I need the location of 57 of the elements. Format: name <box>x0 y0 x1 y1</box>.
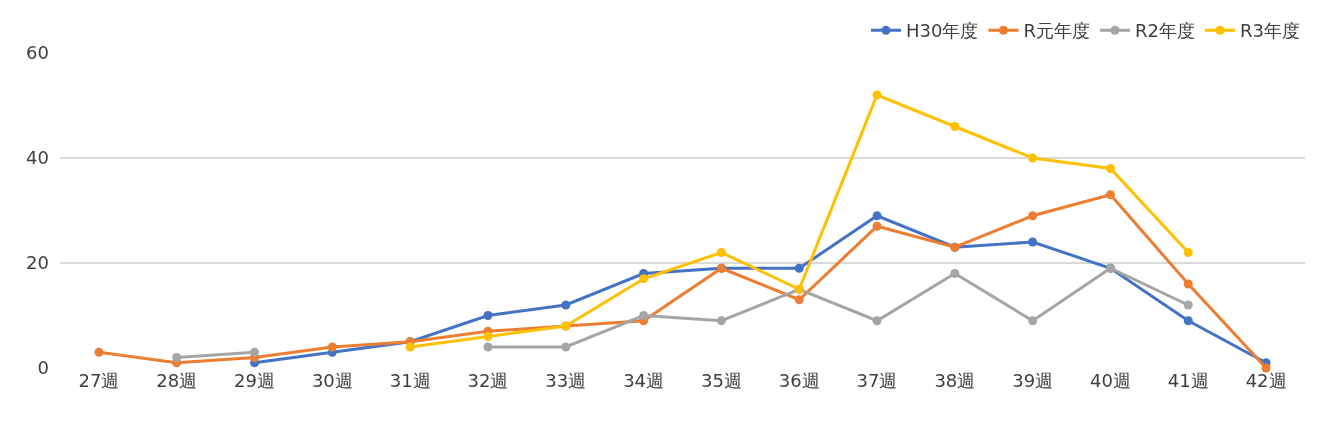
x-tick-label: 39週 <box>1012 370 1054 391</box>
point <box>872 221 882 231</box>
x-tick-label: 30週 <box>311 370 353 391</box>
point <box>1028 211 1038 221</box>
point <box>1183 300 1193 310</box>
point <box>483 332 493 341</box>
x-tick-label: 34週 <box>623 370 665 391</box>
point <box>1183 279 1193 289</box>
x-tick-label: 36週 <box>778 370 820 391</box>
point <box>483 311 493 320</box>
point <box>561 300 571 310</box>
point <box>794 263 804 273</box>
point <box>483 342 493 352</box>
x-tick-label: 42週 <box>1245 370 1287 391</box>
x-tick-label: 29週 <box>234 370 275 391</box>
point <box>1028 153 1038 163</box>
point <box>639 311 649 320</box>
point <box>950 269 960 278</box>
x-tick-label: 38週 <box>934 370 976 391</box>
x-tick-label: 37週 <box>856 370 898 391</box>
point <box>1183 248 1193 257</box>
x-tick-label: 32週 <box>467 370 509 391</box>
point <box>1028 237 1038 247</box>
point <box>716 316 726 326</box>
point <box>1183 316 1193 326</box>
point <box>716 248 726 257</box>
x-tick-label: 31週 <box>389 370 431 391</box>
point <box>872 316 882 326</box>
point <box>1261 363 1271 373</box>
x-tick-label: 27週 <box>78 370 120 391</box>
x-tick-label: 28週 <box>156 370 198 391</box>
point <box>94 347 104 357</box>
point <box>872 211 882 221</box>
x-tick-label: 35週 <box>700 370 742 391</box>
legend-label: R3年度 <box>1239 20 1300 42</box>
y-tick-label: 40 <box>26 147 49 169</box>
point <box>794 295 804 305</box>
point <box>250 347 260 357</box>
point <box>872 90 882 100</box>
y-tick-label: 20 <box>26 252 49 274</box>
point <box>639 274 649 284</box>
point <box>561 342 571 352</box>
x-tick-label: 33週 <box>545 370 587 391</box>
point <box>950 122 960 131</box>
point <box>1105 164 1115 173</box>
y-tick-label: 0 <box>37 357 49 379</box>
point <box>172 353 182 362</box>
x-tick-label: 41週 <box>1167 370 1209 391</box>
point <box>327 342 337 352</box>
x-tick-label: 40週 <box>1090 370 1131 391</box>
point <box>405 342 415 352</box>
legend-label: R2年度 <box>1134 20 1195 42</box>
legend-label: R元年度 <box>1023 20 1090 42</box>
point <box>1028 316 1038 326</box>
legend-label: H30年度 <box>906 20 979 42</box>
point <box>1105 190 1115 200</box>
y-tick-label: 60 <box>26 42 49 64</box>
